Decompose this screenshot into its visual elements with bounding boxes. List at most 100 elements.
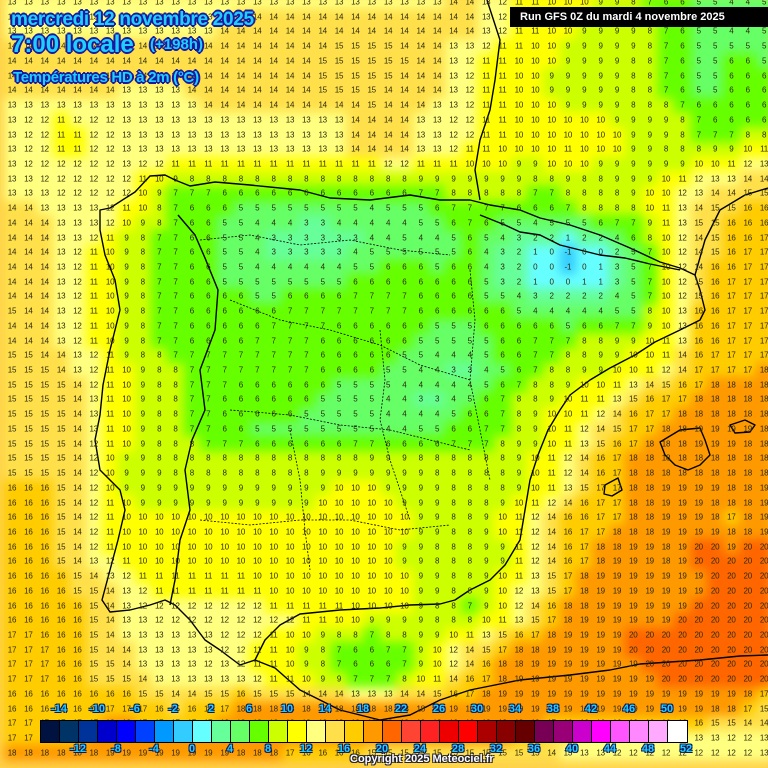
- grid-value: 19: [596, 616, 605, 625]
- grid-value: 6: [353, 277, 357, 286]
- grid-value: 14: [694, 233, 703, 242]
- grid-value: 7: [370, 307, 374, 316]
- grid-value: 5: [435, 336, 439, 345]
- grid-value: 19: [694, 704, 703, 713]
- grid-value: 4: [271, 218, 275, 227]
- grid-value: 4: [533, 218, 537, 227]
- grid-value: 14: [351, 145, 360, 154]
- grid-value: 11: [106, 439, 114, 448]
- grid-value: 14: [318, 689, 327, 698]
- grid-value: 8: [304, 174, 308, 183]
- grid-value: 9: [648, 115, 652, 124]
- grid-value: 9: [419, 645, 423, 654]
- iberia-coastline: [94, 174, 706, 666]
- grid-value: 12: [57, 159, 66, 168]
- grid-value: 6: [500, 307, 504, 316]
- grid-value: 5: [255, 277, 259, 286]
- grid-value: 7: [468, 439, 472, 448]
- grid-value: 18: [711, 469, 720, 478]
- grid-value: 13: [188, 115, 197, 124]
- grid-value: 5: [549, 218, 553, 227]
- grid-value: 12: [498, 0, 507, 7]
- grid-value: 19: [694, 498, 703, 507]
- grid-value: 8: [680, 130, 684, 139]
- grid-value: 9: [582, 27, 586, 36]
- grid-value: 14: [40, 351, 49, 360]
- grid-value: 9: [435, 631, 439, 640]
- grid-value: 12: [188, 616, 197, 625]
- grid-value: 16: [57, 689, 66, 698]
- legend-tick-bottom: 20: [376, 743, 388, 755]
- grid-value: 8: [648, 42, 652, 51]
- grid-value: 11: [90, 336, 98, 345]
- grid-value: 7: [353, 439, 357, 448]
- grid-value: 15: [318, 86, 327, 95]
- grid-value: 6: [206, 292, 210, 301]
- grid-value: 18: [400, 704, 409, 713]
- grid-value: 14: [433, 42, 442, 51]
- grid-value: 6: [206, 204, 210, 213]
- grid-value: 13: [564, 483, 573, 492]
- grid-value: 13: [139, 115, 148, 124]
- grid-value: 19: [204, 748, 213, 757]
- grid-value: 18: [253, 748, 262, 757]
- grid-value: 19: [662, 601, 671, 610]
- grid-value: 15: [596, 439, 605, 448]
- grid-value: 19: [645, 601, 654, 610]
- grid-value: 11: [106, 233, 114, 242]
- grid-value: 14: [8, 204, 17, 213]
- grid-value: 10: [564, 130, 573, 139]
- grid-value: 13: [122, 12, 131, 21]
- grid-value: 6: [435, 292, 439, 301]
- grid-value: 11: [499, 71, 507, 80]
- ibiza: [603, 477, 623, 497]
- grid-value: 14: [90, 42, 99, 51]
- grid-value: 6: [746, 101, 750, 110]
- grid-value: 19: [629, 689, 638, 698]
- grid-value: 7: [648, 263, 652, 272]
- grid-value: 10: [580, 380, 589, 389]
- grid-value: 6: [680, 71, 684, 80]
- grid-value: 13: [106, 0, 115, 7]
- grid-value: 13: [188, 660, 197, 669]
- legend-tick-top: 2: [208, 703, 214, 715]
- grid-value: 7: [402, 645, 406, 654]
- grid-value: 10: [106, 263, 115, 272]
- grid-value: 12: [204, 601, 213, 610]
- grid-value: 13: [417, 115, 426, 124]
- grid-value: 13: [40, 27, 49, 36]
- grid-value: 7: [451, 439, 455, 448]
- grid-value: 10: [531, 454, 540, 463]
- grid-value: 15: [40, 395, 49, 404]
- grid-value: 9: [271, 498, 275, 507]
- grid-value: 4: [419, 233, 423, 242]
- grid-value: 10: [498, 527, 507, 536]
- grid-value: 4: [435, 351, 439, 360]
- grid-value: 14: [417, 56, 426, 65]
- grid-value: 7: [631, 218, 635, 227]
- grid-value: 12: [90, 351, 99, 360]
- grid-value: 17: [40, 645, 49, 654]
- grid-value: 13: [302, 115, 311, 124]
- grid-value: 11: [221, 159, 229, 168]
- grid-value: 19: [694, 527, 703, 536]
- grid-value: 13: [155, 115, 164, 124]
- grid-value: 11: [106, 351, 114, 360]
- grid-value: 13: [122, 586, 131, 595]
- grid-value: 6: [190, 218, 194, 227]
- grid-value: 3: [321, 218, 325, 227]
- grid-value: 6: [206, 218, 210, 227]
- grid-value: 13: [253, 115, 262, 124]
- grid-value: 1: [533, 248, 537, 257]
- grid-value: 13: [482, 12, 491, 21]
- grid-value: 10: [384, 513, 393, 522]
- grid-value: 1: [598, 277, 602, 286]
- grid-value: 6: [451, 292, 455, 301]
- grid-value: 14: [531, 601, 540, 610]
- grid-value: 14: [417, 12, 426, 21]
- grid-value: 15: [40, 454, 49, 463]
- grid-value: 6: [484, 218, 488, 227]
- grid-value: 11: [662, 218, 670, 227]
- grid-value: 10: [515, 101, 524, 110]
- grid-value: 15: [57, 410, 66, 419]
